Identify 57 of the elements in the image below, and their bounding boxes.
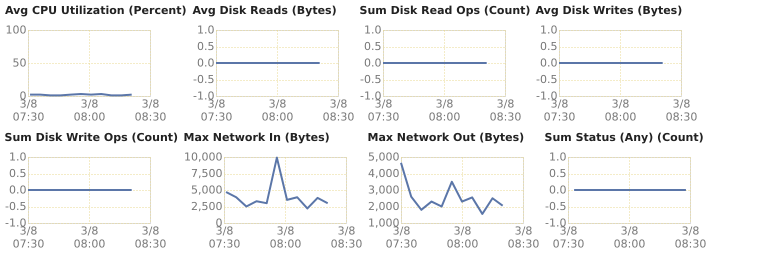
y-tick-label: 1.0 — [540, 24, 558, 36]
x-tick-label: 3/8 08:30 — [674, 224, 706, 250]
x-tick-label: 3/8 08:30 — [134, 98, 166, 124]
y-tick-label: 0.5 — [197, 40, 214, 53]
y-tick-label: 1.0 — [197, 24, 214, 36]
y-tick-label: 5,000 — [191, 184, 222, 196]
line-series — [400, 162, 504, 215]
x-tick-label: 3/8 08:00 — [262, 98, 294, 124]
x-tick-label: 3/8 08:30 — [134, 224, 166, 250]
y-tick-label: 50 — [12, 56, 26, 70]
y-tick-label: -0.5 — [193, 73, 214, 86]
y-tick-label: 0.5 — [540, 40, 558, 53]
y-tick-label: -0.5 — [536, 73, 558, 86]
x-tick-label: 3/8 08:00 — [74, 98, 106, 124]
chart-title: Sum Disk Read Ops (Count) — [360, 4, 530, 17]
x-tick-label: 3/8 08:00 — [614, 224, 646, 250]
y-tick-label: 5,000 — [368, 150, 400, 164]
y-tick-label: 10,000 — [184, 150, 222, 164]
chart-title: Avg Disk Reads (Bytes) — [192, 4, 337, 17]
chart-title: Avg Disk Writes (Bytes) — [536, 4, 682, 17]
y-tick-label: -0.5 — [545, 200, 566, 213]
chart-title: Max Network Out (Bytes) — [368, 131, 524, 144]
y-tick-label: 0.0 — [197, 56, 214, 70]
y-tick-label: 1.0 — [9, 150, 26, 164]
x-tick-label: 3/8 08:00 — [446, 224, 478, 250]
x-tick-label: 3/8 08:00 — [428, 98, 460, 124]
chart-title: Max Network In (Bytes) — [184, 131, 330, 144]
y-tick-label: 7,500 — [191, 167, 222, 180]
x-tick-label: 3/8 08:30 — [322, 98, 354, 124]
y-tick-label: 0.5 — [364, 40, 382, 53]
y-tick-label: 1.0 — [364, 24, 382, 36]
y-tick-label: 0.0 — [364, 56, 382, 70]
chart-title: Sum Disk Write Ops (Count) — [4, 131, 178, 144]
x-tick-label: 3/8 08:00 — [270, 224, 302, 250]
y-tick-label: 3,000 — [368, 184, 400, 196]
x-tick-label: 3/8 08:00 — [604, 98, 636, 124]
y-tick-label: 0.0 — [549, 184, 566, 196]
y-tick-label: 100 — [6, 24, 26, 36]
x-tick-label: 3/8 08:30 — [666, 98, 698, 124]
y-tick-label: 0.5 — [549, 167, 566, 180]
y-tick-label: 0.0 — [540, 56, 558, 70]
line-series — [225, 156, 329, 210]
y-tick-label: 0.0 — [9, 184, 26, 196]
y-tick-label: 4,000 — [368, 167, 400, 180]
y-tick-label: 2,500 — [191, 200, 222, 213]
x-tick-label: 3/8 08:30 — [508, 224, 540, 250]
y-tick-label: -0.5 — [360, 73, 382, 86]
chart-title: Avg CPU Utilization (Percent) — [5, 4, 187, 17]
x-tick-label: 3/8 08:30 — [330, 224, 362, 250]
y-tick-label: 1,000 — [368, 216, 400, 230]
y-tick-label: -0.5 — [5, 200, 26, 213]
y-tick-label: 1.0 — [549, 150, 566, 164]
x-tick-label: 3/8 08:00 — [74, 224, 106, 250]
y-tick-label: 2,000 — [368, 200, 400, 213]
x-tick-label: 3/8 08:30 — [490, 98, 522, 124]
chart-title: Sum Status (Any) (Count) — [544, 131, 704, 144]
y-tick-label: 0.5 — [9, 167, 26, 180]
